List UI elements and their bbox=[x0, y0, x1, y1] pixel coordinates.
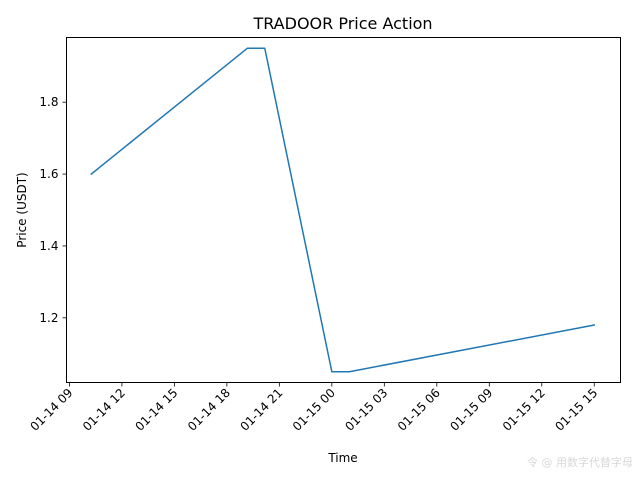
x-tick-label: 01-14 18 bbox=[185, 386, 233, 434]
x-tick-label: 01-15 00 bbox=[290, 386, 338, 434]
x-tick-label: 01-15 03 bbox=[342, 386, 390, 434]
x-tick-label: 01-15 09 bbox=[447, 386, 495, 434]
y-axis: 1.2 1.4 1.6 1.8 bbox=[39, 95, 67, 325]
y-tick-label: 1.2 bbox=[39, 311, 58, 325]
x-tick-label: 01-14 15 bbox=[132, 386, 180, 434]
chart-title: TRADOOR Price Action bbox=[252, 14, 432, 33]
x-tick-label: 01-14 21 bbox=[237, 386, 285, 434]
x-tick-label: 01-14 12 bbox=[80, 386, 128, 434]
series-layer bbox=[90, 47, 596, 373]
x-tick-label: 01-14 09 bbox=[27, 386, 75, 434]
x-axis-title: Time bbox=[327, 451, 357, 465]
y-tick-label: 1.8 bbox=[39, 95, 58, 109]
y-tick-label: 1.6 bbox=[39, 167, 58, 181]
watermark: 令 @ 用数字代替字母 bbox=[527, 456, 633, 469]
price-series-line bbox=[90, 47, 596, 373]
x-tick-label: 01-15 15 bbox=[552, 386, 600, 434]
x-tick-label: 01-15 12 bbox=[500, 386, 548, 434]
x-axis: 01-14 09 01-14 12 01-14 15 01-14 18 01-14 21… bbox=[27, 382, 600, 434]
plot-area bbox=[66, 37, 621, 383]
y-axis-title: Price (USDT) bbox=[15, 172, 29, 247]
plot-frame bbox=[66, 37, 621, 383]
x-tick-label: 01-15 06 bbox=[395, 386, 443, 434]
y-tick-label: 1.4 bbox=[39, 239, 58, 253]
